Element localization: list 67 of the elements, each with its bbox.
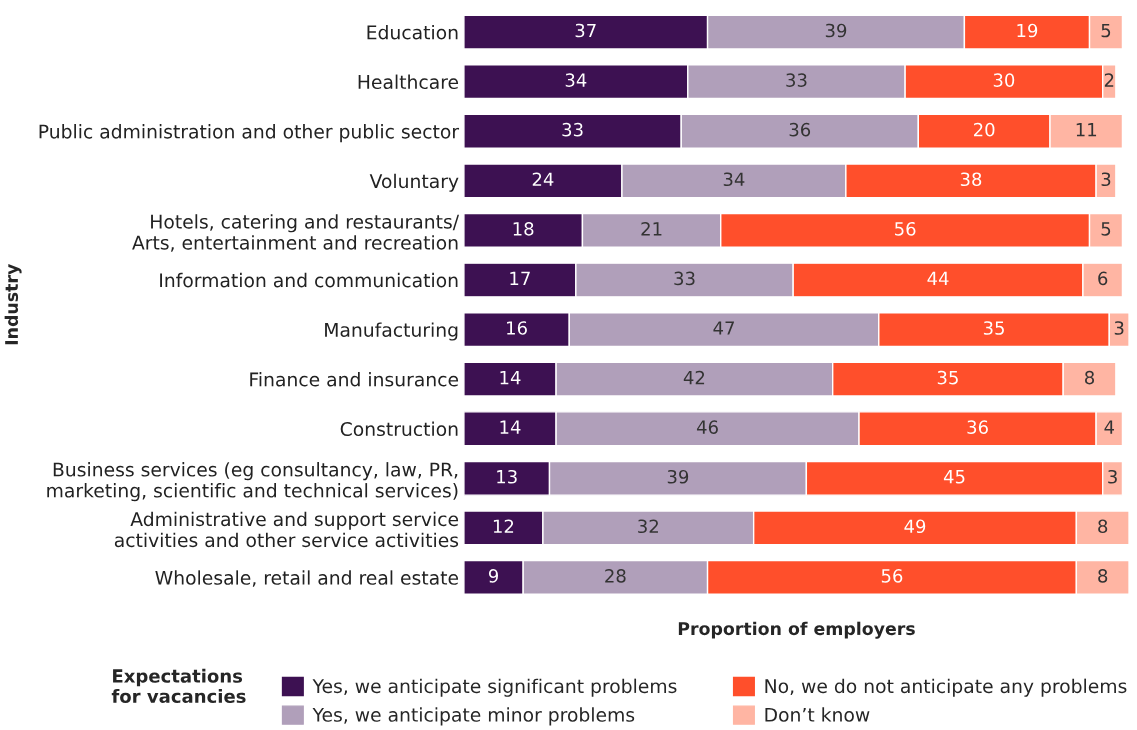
data-label: 16 [507,321,527,335]
legend-label: Yes, we anticipate minor problems [312,707,635,726]
data-label: 8 [1098,519,1108,534]
data-label: 20 [973,122,995,137]
legend-title: Expectations for vacancies [111,668,246,704]
y-tick-label: Business services (eg consultancy, law, PR, marketing, scientific and technical services) [47,462,458,502]
data-label: 5 [1101,23,1111,38]
y-tick-label: Education [367,24,458,40]
data-label: 42 [683,370,705,385]
data-label: 35 [937,370,958,385]
data-label: 56 [881,569,903,583]
data-label: 4 [1104,420,1115,434]
legend-label: Don’t know [765,707,870,722]
legend-label: Yes, we anticipate significant problems [312,678,677,697]
y-tick-label: Public administration and other public sector [39,124,460,143]
data-label: 34 [723,172,745,187]
data-label: 33 [674,271,695,286]
data-label: 13 [497,469,517,484]
data-label: 36 [789,122,811,137]
data-label: 12 [493,519,514,533]
data-label: 37 [575,23,596,38]
data-label: 30 [993,73,1015,87]
y-tick-label: Administrative and support service activities and other service activities [114,511,459,548]
data-label: 14 [500,420,521,434]
data-label: 28 [605,569,626,583]
y-tick-label: Manufacturing [325,322,458,341]
data-label: 19 [1017,23,1038,38]
data-label: 36 [967,420,988,434]
data-label: 33 [786,73,807,87]
y-tick-label: Information and communication [160,272,458,288]
y-axis-title: Industry [4,264,22,345]
data-label: 32 [638,519,658,534]
data-label: 39 [825,23,847,38]
data-label: 39 [667,469,689,484]
y-tick-label: Voluntary [369,173,459,192]
data-label: 45 [943,470,965,484]
data-label: 49 [904,519,926,534]
data-label: 46 [696,420,718,434]
legend-label: No, we do not anticipate any problems [765,678,1127,697]
data-label: 3 [1101,172,1111,187]
data-label: 34 [565,73,587,87]
data-label: 8 [1098,569,1108,583]
data-label: 14 [500,370,521,385]
data-label: 44 [927,271,949,285]
y-tick-label: Hotels, catering and restaurants/ Arts, entertainment and recreation [132,214,460,252]
data-label: 35 [983,321,1004,335]
data-label: 21 [641,221,662,236]
data-label: 18 [513,221,534,236]
data-label: 17 [510,271,530,285]
data-label: 3 [1108,469,1117,484]
data-label: 11 [1076,123,1097,137]
data-label: 5 [1101,222,1111,236]
data-label: 38 [960,172,982,187]
data-label: 33 [562,122,583,137]
data-label: 6 [1098,271,1108,286]
y-tick-label: Healthcare [358,74,459,90]
data-label: 24 [532,172,554,186]
data-label: 3 [1114,321,1124,335]
data-label: 47 [713,321,734,335]
y-tick-label: Wholesale, retail and real estate [155,570,459,587]
data-label: 8 [1085,370,1095,385]
x-axis-title: Proportion of employers [678,621,915,639]
y-tick-label: Construction [340,421,458,437]
data-label: 56 [895,221,916,236]
data-label: 2 [1104,73,1114,87]
y-tick-label: Finance and insurance [250,372,459,387]
data-label: 9 [488,569,499,583]
